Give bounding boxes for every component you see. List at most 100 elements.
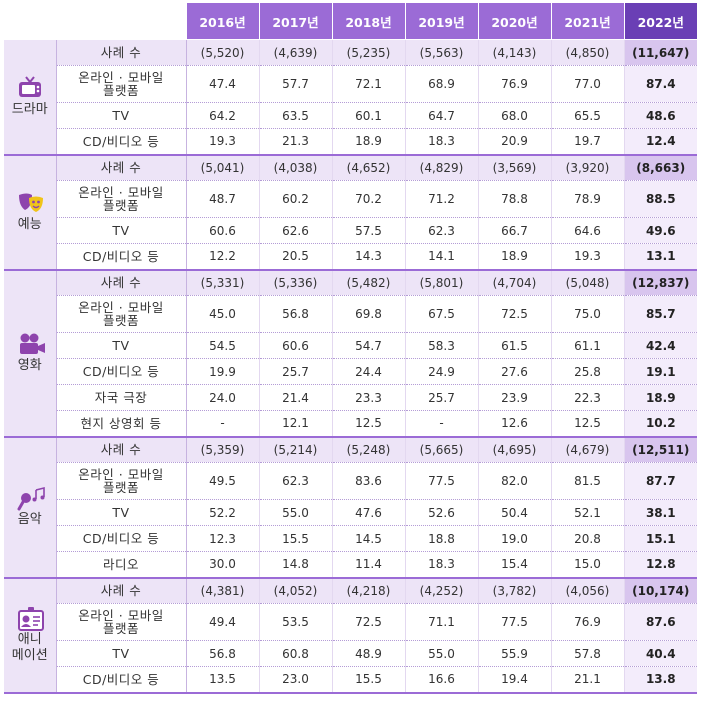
value-cell: 19.3	[550, 243, 624, 271]
value-cell: 16.6	[404, 666, 478, 694]
value-cell: 72.5	[331, 603, 405, 641]
table-row: CD/비디오 등 12.2 20.5 14.3 14.1 18.9 19.3 13.1	[4, 243, 697, 271]
platform-label: TV	[56, 102, 187, 129]
header-corner	[4, 3, 186, 40]
table-row: 라디오 30.0 14.8 11.4 18.3 15.4 15.0 12.8	[4, 551, 697, 579]
sample-count-cell: (4,218)	[331, 577, 405, 604]
value-cell: 22.3	[550, 384, 624, 411]
sample-count-row: 음악 사례 수 (5,359) (5,214) (5,248) (5,665) (4,695…	[4, 436, 697, 579]
sample-count-cell: (4,143)	[477, 39, 551, 66]
value-cell: 24.9	[404, 358, 478, 385]
sample-count-cell: (4,252)	[404, 577, 478, 604]
value-cell: 55.9	[477, 640, 551, 667]
value-cell: 62.6	[258, 217, 332, 244]
value-cell: 57.5	[331, 217, 405, 244]
sample-count-cell: (5,235)	[331, 39, 405, 66]
value-cell: 61.5	[477, 332, 551, 359]
value-cell: 13.1	[623, 243, 697, 271]
category-label: 영화	[17, 358, 42, 373]
value-cell: 12.8	[623, 551, 697, 579]
value-cell: 24.4	[331, 358, 405, 385]
table-row: TV 60.6 62.6 57.5 62.3 66.7 64.6 49.6	[4, 217, 697, 244]
value-cell: 77.0	[550, 65, 624, 103]
value-cell: 12.5	[550, 410, 624, 438]
year-header: 2018년	[331, 3, 405, 40]
value-cell: 67.5	[404, 295, 478, 333]
sample-count-cell: (3,920)	[550, 154, 624, 181]
sample-count-cell: (5,336)	[258, 269, 332, 296]
value-cell: 18.3	[404, 551, 478, 579]
value-cell: 61.1	[550, 332, 624, 359]
value-cell: 56.8	[185, 640, 259, 667]
category-label: 음악	[17, 512, 42, 527]
value-cell: 85.7	[623, 295, 697, 333]
sample-count-cell: (11,647)	[623, 39, 697, 66]
value-cell: 87.7	[623, 462, 697, 500]
value-cell: 23.0	[258, 666, 332, 694]
sample-count-cell: (4,381)	[185, 577, 259, 604]
value-cell: 57.7	[258, 65, 332, 103]
sample-count-cell: (4,052)	[258, 577, 332, 604]
value-cell: 19.4	[477, 666, 551, 694]
value-cell: 52.6	[404, 499, 478, 526]
value-cell: 65.5	[550, 102, 624, 129]
year-header: 2021년	[550, 3, 624, 40]
category-cell: 드라마	[4, 39, 57, 156]
value-cell: 78.9	[550, 180, 624, 218]
value-cell: 68.9	[404, 65, 478, 103]
value-cell: 15.1	[623, 525, 697, 552]
value-cell: 25.7	[258, 358, 332, 385]
platform-label: TV	[56, 499, 187, 526]
platform-label: CD/비디오 등	[56, 358, 187, 385]
table-row: TV 64.2 63.5 60.1 64.7 68.0 65.5 48.6	[4, 102, 697, 129]
value-cell: 12.2	[185, 243, 259, 271]
value-cell: 18.8	[404, 525, 478, 552]
sample-count-cell: (4,850)	[550, 39, 624, 66]
sample-count-cell: (4,679)	[550, 436, 624, 463]
value-cell: 20.8	[550, 525, 624, 552]
sample-count-cell: (4,704)	[477, 269, 551, 296]
value-cell: 15.5	[258, 525, 332, 552]
sample-count-label: 사례 수	[56, 39, 187, 66]
year-header-latest: 2022년	[623, 3, 697, 40]
value-cell: 56.8	[258, 295, 332, 333]
sample-count-cell: (8,663)	[623, 154, 697, 181]
value-cell: 49.4	[185, 603, 259, 641]
value-cell: 40.4	[623, 640, 697, 667]
value-cell: 87.6	[623, 603, 697, 641]
character-badge-icon	[17, 606, 44, 631]
value-cell: 72.5	[477, 295, 551, 333]
value-cell: 77.5	[477, 603, 551, 641]
value-cell: 11.4	[331, 551, 405, 579]
value-cell: 21.4	[258, 384, 332, 411]
value-cell: 47.4	[185, 65, 259, 103]
value-cell: 14.1	[404, 243, 478, 271]
table-row: CD/비디오 등 12.3 15.5 14.5 18.8 19.0 20.8 15.1	[4, 525, 697, 552]
value-cell: 64.2	[185, 102, 259, 129]
value-cell: 60.2	[258, 180, 332, 218]
value-cell: 18.9	[623, 384, 697, 411]
platform-label: CD/비디오 등	[56, 128, 187, 156]
sample-count-cell: (12,837)	[623, 269, 697, 296]
table-row: CD/비디오 등 19.9 25.7 24.4 24.9 27.6 25.8 19.1	[4, 358, 697, 385]
value-cell: 58.3	[404, 332, 478, 359]
platform-label: TV	[56, 640, 187, 667]
value-cell: 19.3	[185, 128, 259, 156]
value-cell: 81.5	[550, 462, 624, 500]
value-cell: 52.2	[185, 499, 259, 526]
table-row: TV 56.8 60.8 48.9 55.0 55.9 57.8 40.4	[4, 640, 697, 667]
platform-label: 온라인 · 모바일 플랫폼	[56, 295, 187, 333]
value-cell: 12.1	[258, 410, 332, 438]
value-cell: -	[185, 410, 259, 438]
value-cell: 60.6	[258, 332, 332, 359]
value-cell: 14.8	[258, 551, 332, 579]
value-cell: 18.3	[404, 128, 478, 156]
sample-count-cell: (5,048)	[550, 269, 624, 296]
sample-count-cell: (10,174)	[623, 577, 697, 604]
sample-count-cell: (5,214)	[258, 436, 332, 463]
value-cell: 64.7	[404, 102, 478, 129]
value-cell: 69.8	[331, 295, 405, 333]
value-cell: 49.5	[185, 462, 259, 500]
category-cell: 예능	[4, 154, 57, 271]
value-cell: 55.0	[258, 499, 332, 526]
